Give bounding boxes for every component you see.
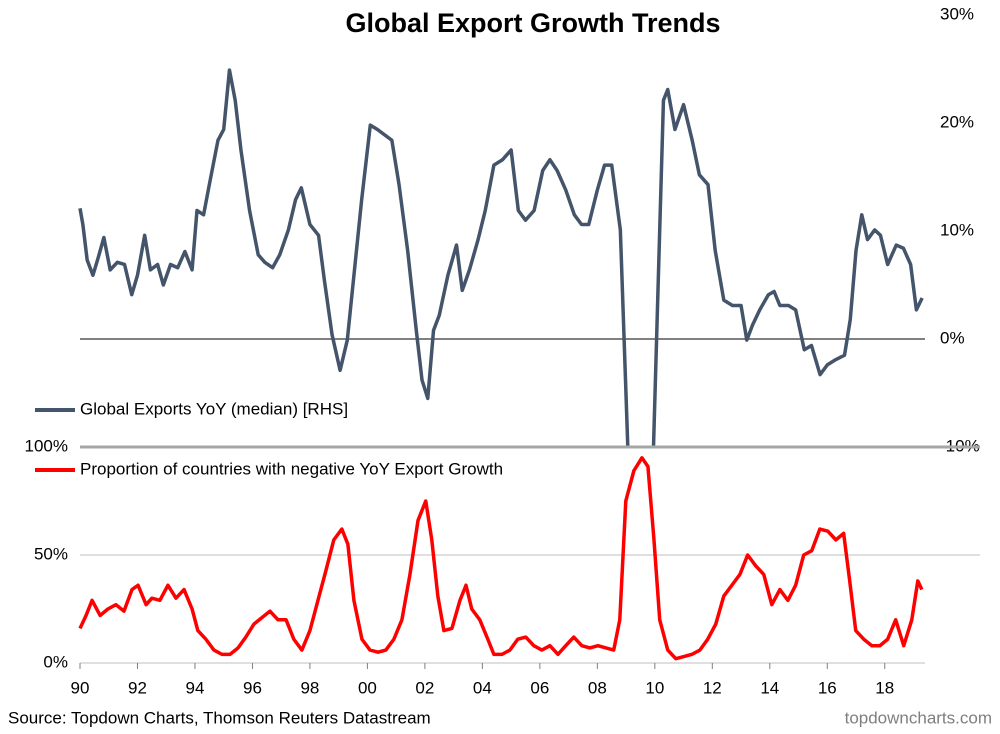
x-tick-label: 14: [760, 678, 779, 697]
x-tick-label: 08: [588, 678, 607, 697]
x-tick-label: 00: [358, 678, 377, 697]
x-tick-label: 98: [300, 678, 319, 697]
x-tick-label: 16: [818, 678, 837, 697]
y-tick-label: 100%: [25, 436, 68, 455]
x-tick-label: 94: [186, 678, 205, 697]
x-tick-label: 18: [875, 678, 894, 697]
chart-title: Global Export Growth Trends: [345, 8, 720, 38]
y2-tick-label: 30%: [940, 4, 974, 23]
x-tick-label: 02: [415, 678, 434, 697]
x-tick-label: 96: [243, 678, 262, 697]
legend-label: Proportion of countries with negative Yo…: [80, 459, 503, 478]
x-tick-label: 10: [645, 678, 664, 697]
x-tick-label: 90: [71, 678, 90, 697]
source-note: Source: Topdown Charts, Thomson Reuters …: [8, 708, 431, 727]
y-tick-label: 50%: [34, 544, 68, 563]
y2-tick-label: 0%: [940, 328, 965, 347]
x-tick-label: 06: [530, 678, 549, 697]
data-line: [78, 68, 924, 447]
watermark: topdowncharts.com: [845, 708, 992, 727]
data-line: [78, 456, 924, 661]
y2-tick-label: 10%: [940, 220, 974, 239]
x-tick-label: 04: [473, 678, 492, 697]
y2-tick-label: 20%: [940, 112, 974, 131]
x-tick-label: 12: [703, 678, 722, 697]
y-tick-label: 0%: [43, 652, 68, 671]
legend-label: Global Exports YoY (median) [RHS]: [80, 399, 348, 418]
x-tick-label: 92: [128, 678, 147, 697]
